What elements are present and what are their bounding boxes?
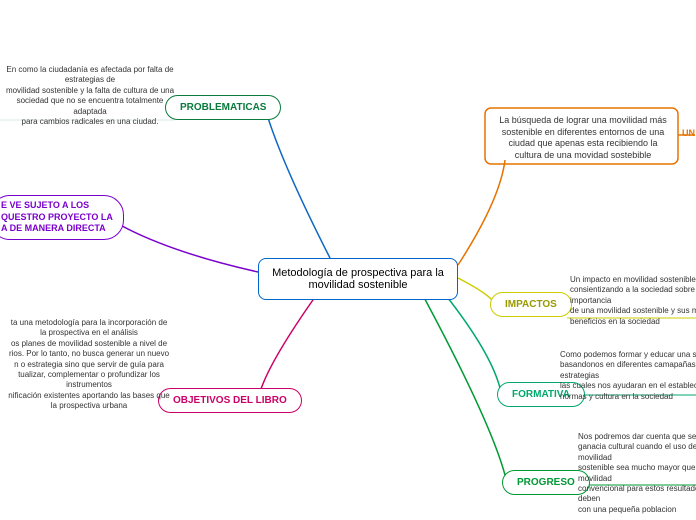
leaf-impactos: Un impacto en movilidad sostenible es co… — [570, 275, 696, 327]
node-sujeto[interactable]: E VE SUJETO A LOS QUESTRO PROYECTO LA A … — [0, 195, 124, 240]
node-objetivos[interactable]: OBJETIVOS DEL LIBRO — [158, 388, 302, 413]
leaf-problematicas: En como la ciudadanía es afectada por fa… — [0, 65, 180, 127]
node-problematicas[interactable]: PROBLEMATICAS — [165, 95, 281, 120]
center-node[interactable]: Metodología de prospectiva para la movil… — [258, 258, 458, 300]
leaf-formativa: Como podemos formar y educar una socieda… — [560, 350, 696, 402]
leaf-objetivos: ta una metodología para la incorporación… — [0, 318, 178, 412]
leaf-busqueda[interactable]: La búsqueda de lograr una movilidad más … — [490, 115, 676, 162]
node-un[interactable]: UN — [682, 128, 695, 138]
node-progreso[interactable]: PROGRESO — [502, 470, 590, 495]
leaf-progreso: Nos podremos dar cuenta que se obtuvo ga… — [578, 432, 696, 515]
node-impactos[interactable]: IMPACTOS — [490, 292, 572, 317]
